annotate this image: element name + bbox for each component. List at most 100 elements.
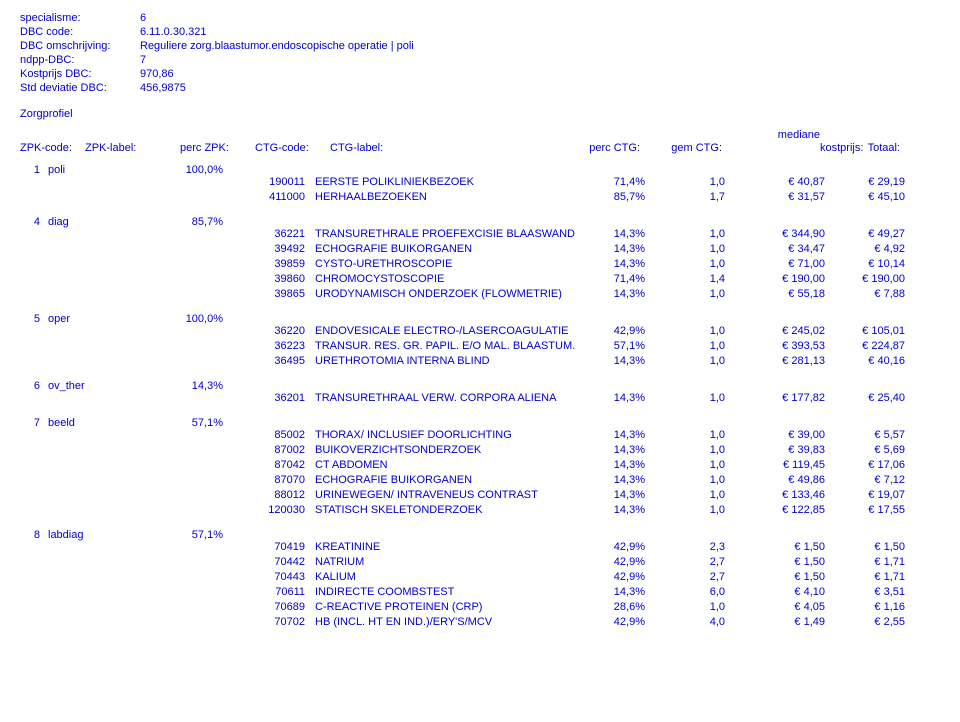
cell-ctg-label: ECHOGRAFIE BUIKORGANEN bbox=[315, 474, 615, 486]
cell-kostprijs: € 190,00 bbox=[760, 273, 825, 285]
cell-kostprijs: € 281,13 bbox=[760, 355, 825, 367]
data-row: 70702HB (INCL. HT EN IND.)/ERY'S/MCV42,9… bbox=[20, 616, 940, 631]
data-row: 87002BUIKOVERZICHTSONDERZOEK14,3%1,0€ 39… bbox=[20, 444, 940, 459]
cell-ctg-label: CYSTO-URETHROSCOPIE bbox=[315, 258, 615, 270]
cell-perc-ctg: 71,4% bbox=[590, 176, 645, 188]
cell-totaal: € 105,01 bbox=[840, 325, 905, 337]
cell-ctg-label: NATRIUM bbox=[315, 556, 615, 568]
cell-perc-ctg: 14,3% bbox=[590, 444, 645, 456]
data-row: 190011EERSTE POLIKLINIEKBEZOEK71,4%1,0€ … bbox=[20, 176, 940, 191]
cell-gem-ctg: 1,0 bbox=[675, 228, 725, 240]
cell-kostprijs: € 71,00 bbox=[760, 258, 825, 270]
cell-ctg-label: C-REACTIVE PROTEINEN (CRP) bbox=[315, 601, 615, 613]
hdr-zpk-code: ZPK-code: bbox=[20, 142, 72, 154]
data-row: 85002THORAX/ INCLUSIEF DOORLICHTING14,3%… bbox=[20, 429, 940, 444]
meta-label: ndpp-DBC: bbox=[20, 54, 140, 66]
cell-gem-ctg: 1,0 bbox=[675, 429, 725, 441]
data-table: 1poli100,0%190011EERSTE POLIKLINIEKBEZOE… bbox=[20, 164, 940, 631]
cell-gem-ctg: 1,0 bbox=[675, 258, 725, 270]
meta-row: ndpp-DBC: 7 bbox=[20, 54, 940, 66]
cell-kostprijs: € 133,46 bbox=[760, 489, 825, 501]
data-row: 39865URODYNAMISCH ONDERZOEK (FLOWMETRIE)… bbox=[20, 288, 940, 303]
cell-gem-ctg: 1,0 bbox=[675, 392, 725, 404]
cell-gem-ctg: 6,0 bbox=[675, 586, 725, 598]
cell-gem-ctg: 1,0 bbox=[675, 459, 725, 471]
cell-ctg-code: 36495 bbox=[245, 355, 305, 367]
hdr-ctg-label: CTG-label: bbox=[330, 142, 383, 154]
data-row: 39859CYSTO-URETHROSCOPIE14,3%1,0€ 71,00€… bbox=[20, 258, 940, 273]
cell-gem-ctg: 1,4 bbox=[675, 273, 725, 285]
cell-perc-ctg: 14,3% bbox=[590, 474, 645, 486]
cell-totaal: € 7,12 bbox=[840, 474, 905, 486]
cell-totaal: € 25,40 bbox=[840, 392, 905, 404]
cell-ctg-label: KREATININE bbox=[315, 541, 615, 553]
cell-ctg-code: 36221 bbox=[245, 228, 305, 240]
cell-kostprijs: € 39,00 bbox=[760, 429, 825, 441]
group-row: 5oper100,0% bbox=[20, 313, 940, 325]
data-row: 39860CHROMOCYSTOSCOPIE71,4%1,4€ 190,00€ … bbox=[20, 273, 940, 288]
group-row: 6ov_ther14,3% bbox=[20, 380, 940, 392]
cell-gem-ctg: 1,0 bbox=[675, 243, 725, 255]
cell-kostprijs: € 34,47 bbox=[760, 243, 825, 255]
cell-perc-ctg: 14,3% bbox=[590, 489, 645, 501]
cell-kostprijs: € 119,45 bbox=[760, 459, 825, 471]
cell-ctg-code: 70689 bbox=[245, 601, 305, 613]
cell-perc-ctg: 42,9% bbox=[590, 616, 645, 628]
group-row: 8labdiag57,1% bbox=[20, 529, 940, 541]
data-row: 70689C-REACTIVE PROTEINEN (CRP)28,6%1,0€… bbox=[20, 601, 940, 616]
cell-perc-ctg: 14,3% bbox=[590, 459, 645, 471]
cell-perc-ctg: 42,9% bbox=[590, 325, 645, 337]
data-row: 87070ECHOGRAFIE BUIKORGANEN14,3%1,0€ 49,… bbox=[20, 474, 940, 489]
cell-perc-ctg: 14,3% bbox=[590, 392, 645, 404]
cell-ctg-label: TRANSURETHRALE PROEFEXCISIE BLAASWAND bbox=[315, 228, 615, 240]
cell-ctg-label: URODYNAMISCH ONDERZOEK (FLOWMETRIE) bbox=[315, 288, 615, 300]
cell-totaal: € 10,14 bbox=[840, 258, 905, 270]
cell-gem-ctg: 2,3 bbox=[675, 541, 725, 553]
cell-gem-ctg: 1,0 bbox=[675, 489, 725, 501]
meta-row: DBC code: 6.11.0.30.321 bbox=[20, 26, 940, 38]
hdr-perc-ctg: perc CTG: bbox=[589, 142, 640, 154]
cell-perc-ctg: 42,9% bbox=[590, 571, 645, 583]
meta-block: specialisme: 6 DBC code: 6.11.0.30.321 D… bbox=[20, 12, 940, 94]
meta-value: 456,9875 bbox=[140, 82, 186, 94]
cell-ctg-label: CHROMOCYSTOSCOPIE bbox=[315, 273, 615, 285]
meta-value: 970,86 bbox=[140, 68, 174, 80]
cell-totaal: € 3,51 bbox=[840, 586, 905, 598]
data-row: 88012URINEWEGEN/ INTRAVENEUS CONTRAST14,… bbox=[20, 489, 940, 504]
cell-ctg-code: 39492 bbox=[245, 243, 305, 255]
cell-kostprijs: € 55,18 bbox=[760, 288, 825, 300]
cell-gem-ctg: 4,0 bbox=[675, 616, 725, 628]
data-row: 70442NATRIUM42,9%2,7€ 1,50€ 1,71 bbox=[20, 556, 940, 571]
cell-ctg-label: TRANSURETHRAAL VERW. CORPORA ALIENA bbox=[315, 392, 615, 404]
cell-kostprijs: € 1,49 bbox=[760, 616, 825, 628]
cell-perc-ctg: 14,3% bbox=[590, 288, 645, 300]
data-row: 120030STATISCH SKELETONDERZOEK14,3%1,0€ … bbox=[20, 504, 940, 519]
cell-gem-ctg: 1,7 bbox=[675, 191, 725, 203]
section-title: Zorgprofiel bbox=[20, 108, 940, 120]
cell-kostprijs: € 4,05 bbox=[760, 601, 825, 613]
cell-totaal: € 7,88 bbox=[840, 288, 905, 300]
cell-totaal: € 17,55 bbox=[840, 504, 905, 516]
cell-kostprijs: € 1,50 bbox=[760, 541, 825, 553]
cell-gem-ctg: 1,0 bbox=[675, 355, 725, 367]
meta-label: Std deviatie DBC: bbox=[20, 82, 140, 94]
cell-ctg-code: 87002 bbox=[245, 444, 305, 456]
cell-totaal: € 49,27 bbox=[840, 228, 905, 240]
meta-label: DBC omschrijving: bbox=[20, 40, 140, 52]
data-row: 87042CT ABDOMEN14,3%1,0€ 119,45€ 17,06 bbox=[20, 459, 940, 474]
cell-perc-ctg: 14,3% bbox=[590, 429, 645, 441]
data-row: 36201TRANSURETHRAAL VERW. CORPORA ALIENA… bbox=[20, 392, 940, 407]
cell-ctg-label: EERSTE POLIKLINIEKBEZOEK bbox=[315, 176, 615, 188]
cell-ctg-label: KALIUM bbox=[315, 571, 615, 583]
cell-ctg-code: 70611 bbox=[245, 586, 305, 598]
meta-row: Kostprijs DBC: 970,86 bbox=[20, 68, 940, 80]
data-row: 36495URETHROTOMIA INTERNA BLIND14,3%1,0€… bbox=[20, 355, 940, 370]
cell-ctg-code: 39859 bbox=[245, 258, 305, 270]
group-perc: 100,0% bbox=[163, 164, 223, 176]
group-label: oper bbox=[48, 313, 163, 325]
data-row: 70419KREATININE42,9%2,3€ 1,50€ 1,50 bbox=[20, 541, 940, 556]
cell-gem-ctg: 1,0 bbox=[675, 325, 725, 337]
hdr-mediane-top: mediane bbox=[778, 129, 820, 141]
group-perc: 57,1% bbox=[163, 417, 223, 429]
cell-totaal: € 45,10 bbox=[840, 191, 905, 203]
